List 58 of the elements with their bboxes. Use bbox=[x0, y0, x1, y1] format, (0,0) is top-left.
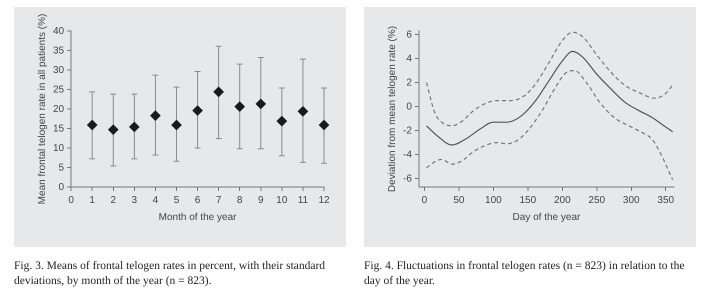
y-axis-title: Mean frontal telogen rate in all patients (%) bbox=[36, 14, 48, 204]
y-tick-label: -6 bbox=[402, 173, 412, 184]
point bbox=[171, 120, 182, 130]
y-tick-label: 20 bbox=[53, 104, 65, 115]
y-tick-label: 5 bbox=[58, 162, 65, 174]
x-tick-label: 0 bbox=[68, 194, 74, 206]
x-tick-label: 300 bbox=[622, 194, 640, 206]
x-tick-label: 350 bbox=[657, 194, 675, 206]
y-tick-label: 15 bbox=[53, 123, 65, 134]
y-tick-label: 6 bbox=[406, 29, 412, 40]
point bbox=[192, 105, 203, 116]
point bbox=[129, 122, 140, 132]
x-tick-label: 150 bbox=[519, 194, 537, 206]
y-axis-title: Deviation from mean telogen rate (%) bbox=[386, 26, 398, 192]
x-tick-label: 8 bbox=[236, 194, 243, 206]
x-tick-label: 12 bbox=[318, 194, 330, 206]
point bbox=[318, 120, 330, 130]
x-tick-label: 3 bbox=[132, 194, 138, 206]
point bbox=[214, 86, 224, 97]
y-tick-label: 0 bbox=[406, 101, 412, 112]
x-tick-label: 11 bbox=[298, 194, 309, 206]
caption: Fig. 3. Means of frontal telogen rates in percent, with their standard deviations, by month of the year (n = 823). bbox=[14, 259, 326, 289]
x-tick-label: 50 bbox=[453, 194, 465, 206]
y-tick-label: -2 bbox=[402, 125, 412, 136]
x-tick-label: 0 bbox=[422, 194, 428, 206]
x-tick-label: 7 bbox=[216, 194, 222, 206]
x-tick-label: 1 bbox=[89, 194, 96, 206]
y-tick-label: 2 bbox=[406, 77, 412, 88]
y-tick-label: 10 bbox=[53, 142, 65, 154]
point bbox=[150, 110, 161, 121]
point bbox=[276, 116, 287, 126]
line-series bbox=[426, 70, 674, 180]
point bbox=[298, 106, 308, 116]
y-tick-label: 30 bbox=[53, 64, 65, 76]
line-series bbox=[426, 50, 674, 146]
x-tick-label: 9 bbox=[258, 194, 264, 206]
x-tick-label: 6 bbox=[194, 194, 201, 206]
x-tick-label: 200 bbox=[554, 194, 572, 206]
x-tick-label: 5 bbox=[174, 194, 180, 206]
point bbox=[234, 102, 245, 112]
point bbox=[108, 124, 118, 135]
x-axis-title: Month of the year bbox=[158, 212, 238, 223]
point bbox=[87, 120, 98, 130]
y-tick-label: 4 bbox=[406, 53, 412, 64]
line-series bbox=[426, 32, 674, 126]
caption: Fig. 4. Fluctuations in frontal telogen rates (n = 823) in relation to the day of the year. bbox=[364, 259, 686, 289]
x-axis-title: Day of the year bbox=[512, 212, 582, 223]
point bbox=[256, 98, 266, 110]
x-tick-label: 100 bbox=[485, 194, 502, 206]
y-tick-label: 35 bbox=[53, 45, 65, 56]
x-tick-label: 2 bbox=[110, 194, 116, 206]
y-tick-label: -4 bbox=[402, 149, 412, 160]
y-tick-label: 25 bbox=[53, 84, 65, 96]
x-tick-label: 10 bbox=[276, 194, 288, 206]
x-tick-label: 4 bbox=[152, 194, 159, 206]
y-tick-label: 40 bbox=[53, 26, 65, 37]
y-tick-label: 0 bbox=[58, 182, 65, 193]
x-tick-label: 250 bbox=[588, 194, 606, 206]
